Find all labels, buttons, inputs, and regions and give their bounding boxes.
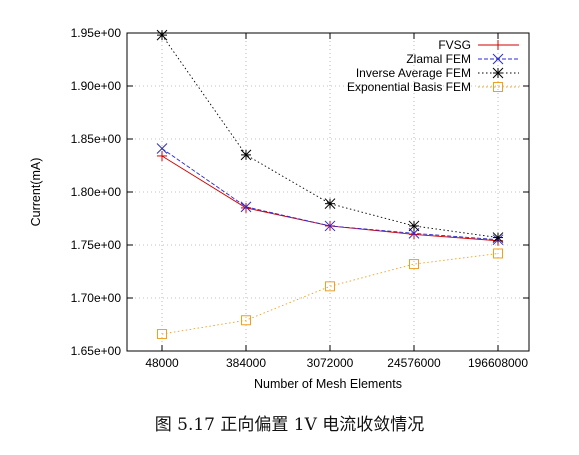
series-group bbox=[156, 29, 504, 340]
data-point bbox=[492, 232, 504, 243]
legend-marker bbox=[492, 67, 504, 79]
data-point bbox=[493, 248, 503, 259]
y-tick-label: 1.70e+00 bbox=[71, 291, 122, 305]
x-tick-label: 196608000 bbox=[468, 356, 528, 370]
x-axis-label: Number of Mesh Elements bbox=[254, 377, 402, 391]
data-point bbox=[408, 220, 420, 232]
data-point bbox=[409, 229, 419, 240]
y-tick-label: 1.65e+00 bbox=[71, 344, 122, 358]
legend-marker bbox=[493, 82, 503, 92]
data-point bbox=[156, 143, 168, 154]
data-point bbox=[324, 198, 336, 210]
legend-label: Inverse Average FEM bbox=[356, 66, 471, 80]
x-tick-label: 48000 bbox=[145, 356, 179, 370]
y-tick-label: 1.90e+00 bbox=[71, 79, 122, 93]
data-point bbox=[408, 227, 420, 239]
y-tick-label: 1.85e+00 bbox=[71, 132, 122, 146]
chart: 1.65e+00 1.70e+00 1.75e+00 1.80e+00 1.85e+00… bbox=[29, 26, 530, 391]
data-point bbox=[409, 259, 419, 270]
figure-caption: 图 5.17 正向偏置 1V 电流收敛情况 bbox=[154, 415, 425, 435]
data-point bbox=[240, 149, 252, 161]
data-point bbox=[157, 150, 167, 161]
legend-label: Zlamal FEM bbox=[406, 52, 471, 66]
data-point bbox=[325, 281, 335, 292]
data-point bbox=[324, 220, 336, 232]
y-tick-label: 1.95e+00 bbox=[71, 26, 122, 40]
y-tick-label: 1.75e+00 bbox=[71, 238, 122, 252]
x-tick-label: 384000 bbox=[226, 356, 266, 370]
y-tick-label: 1.80e+00 bbox=[71, 185, 122, 199]
x-tick-label: 3072000 bbox=[307, 356, 354, 370]
legend-marker bbox=[492, 53, 504, 65]
ticks: 1.65e+00 1.70e+00 1.75e+00 1.80e+00 1.85e+00… bbox=[71, 26, 529, 370]
series-line bbox=[161, 253, 499, 335]
data-point bbox=[241, 315, 251, 326]
data-point bbox=[157, 329, 167, 340]
data-point bbox=[240, 201, 252, 213]
data-point bbox=[156, 29, 168, 41]
y-axis-label: Current(mA) bbox=[29, 158, 43, 227]
grid bbox=[127, 33, 529, 351]
x-tick-label: 24576000 bbox=[387, 356, 441, 370]
legend-label: Exponential Basis FEM bbox=[347, 80, 471, 94]
legend-marker bbox=[493, 40, 503, 50]
legend-label: FVSG bbox=[438, 38, 471, 52]
